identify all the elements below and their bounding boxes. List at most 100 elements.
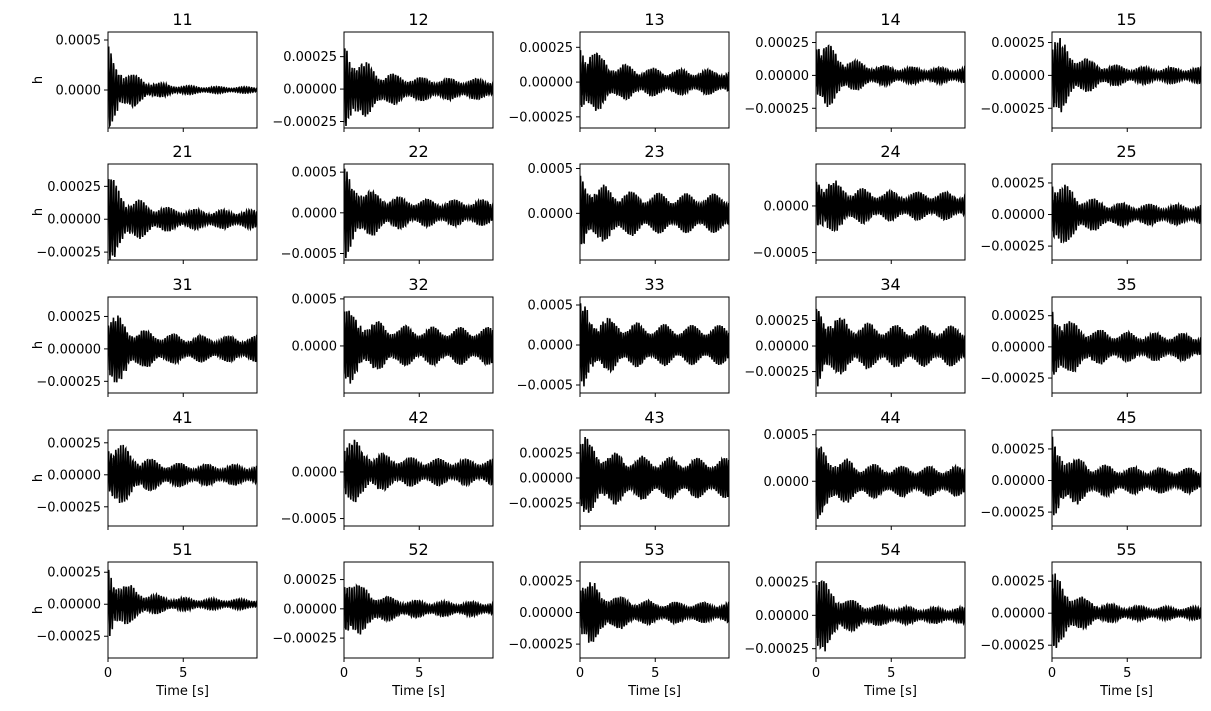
axes-frame: [1051, 561, 1202, 659]
y-tick-label: 0.00000: [519, 76, 573, 91]
subplot-title: 43: [644, 408, 664, 427]
subplot-title: 23: [644, 142, 664, 161]
axes-frame: [107, 561, 258, 659]
y-tick-label: 0.00025: [991, 442, 1045, 457]
axes-frame: [579, 163, 730, 261]
y-tick-label: 0.0005: [528, 299, 574, 314]
subplot-43: 0.00025 0.00000 −0.00025 43: [508, 408, 730, 530]
y-tick-label: 0.00025: [47, 436, 101, 451]
subplot-51: 0.00025 0.00000 −0.00025 0 5 51 h Time [s]: [31, 540, 258, 699]
subplot-title: 24: [880, 142, 900, 161]
axes-frame: [579, 561, 730, 659]
y-tick-label: 0.00000: [991, 69, 1045, 84]
y-axis-label: h: [31, 341, 46, 349]
y-tick-label: 0.00000: [47, 598, 101, 613]
axes-frame: [815, 31, 966, 129]
subplot-22: 0.0005 0.0000 −0.0005 22: [281, 142, 494, 264]
y-tick-label: 0.0005: [56, 34, 102, 49]
subplot-title: 41: [172, 408, 192, 427]
axes-frame: [107, 163, 258, 261]
y-tick-label: −0.00025: [36, 630, 101, 645]
y-tick-label: −0.0005: [281, 247, 337, 262]
y-tick-label: −0.0005: [753, 246, 809, 261]
x-tick-label: 5: [651, 666, 659, 681]
y-tick-label: 0.0000: [528, 207, 574, 222]
x-tick-label: 0: [576, 666, 584, 681]
y-tick-label: 0.0005: [764, 428, 810, 443]
subplot-title: 53: [644, 540, 664, 559]
y-tick-label: 0.00000: [519, 606, 573, 621]
subplot-title: 21: [172, 142, 192, 161]
y-tick-label: −0.00025: [272, 632, 337, 647]
x-tick-label: 0: [104, 666, 112, 681]
subplot-title: 13: [644, 10, 664, 29]
x-tick-label: 0: [1048, 666, 1056, 681]
subplot-12: 0.00025 0.00000 −0.00025 12: [272, 10, 494, 132]
subplot-title: 34: [880, 275, 900, 294]
axes-frame: [107, 296, 258, 394]
subplot-panels: 0.00050.000011h0.000250.00000−0.00025120…: [31, 10, 1202, 699]
y-tick-label: 0.00000: [991, 607, 1045, 622]
x-tick-label: 5: [179, 666, 187, 681]
y-tick-label: −0.00025: [36, 246, 101, 261]
y-tick-label: 0.0000: [292, 339, 338, 354]
subplot-24: 0.0000 −0.0005 24: [753, 142, 966, 264]
series-line: [344, 48, 493, 126]
y-tick-label: 0.0005: [292, 166, 338, 181]
subplot-title: 32: [408, 275, 428, 294]
series-line: [1052, 311, 1201, 375]
x-axis-label: Time [s]: [391, 684, 445, 699]
x-axis-label: Time [s]: [155, 684, 209, 699]
series-line: [580, 50, 729, 111]
y-tick-label: −0.00025: [744, 102, 809, 117]
subplot-35: 0.00025 0.00000 −0.00025 35: [980, 275, 1202, 397]
y-tick-label: 0.00000: [47, 342, 101, 357]
y-tick-label: 0.00000: [47, 213, 101, 228]
y-tick-label: 0.00025: [991, 575, 1045, 590]
y-tick-label: 0.00025: [991, 176, 1045, 191]
y-tick-label: 0.00000: [283, 602, 337, 617]
axes-frame: [1051, 429, 1202, 527]
subplot-title: 55: [1116, 540, 1136, 559]
subplot-32: 0.0005 0.0000 32: [292, 275, 494, 397]
series-line: [816, 44, 965, 108]
subplot-title: 12: [408, 10, 428, 29]
subplot-33: 0.0005 0.0000 −0.0005 33: [517, 275, 730, 397]
y-tick-label: 0.00025: [283, 50, 337, 65]
series-line: [108, 315, 257, 383]
series-line: [816, 308, 965, 387]
axes-frame: [815, 163, 966, 261]
subplot-title: 33: [644, 275, 664, 294]
subplot-52: 0.00025 0.00000 −0.00025 0 5 52 Time [s]: [272, 540, 494, 699]
subplot-title: 31: [172, 275, 192, 294]
axes-frame: [107, 429, 258, 527]
y-tick-label: 0.00025: [519, 41, 573, 56]
subplot-14: 0.00025 0.00000 −0.00025 14: [744, 10, 966, 132]
x-axis-label: Time [s]: [627, 684, 681, 699]
y-tick-label: −0.00025: [508, 110, 573, 125]
subplot-title: 22: [408, 142, 428, 161]
series-line: [580, 437, 729, 513]
y-tick-label: 0.00025: [991, 309, 1045, 324]
y-tick-label: −0.0005: [517, 379, 573, 394]
axes-frame: [343, 31, 494, 129]
subplot-15: 0.00025 0.00000 −0.00025 15: [980, 10, 1202, 132]
subplot-title: 44: [880, 408, 900, 427]
series-line: [1052, 37, 1201, 113]
subplot-42: 0.0000 −0.0005 42: [281, 408, 494, 530]
y-tick-label: −0.00025: [508, 497, 573, 512]
y-tick-label: −0.00025: [508, 638, 573, 653]
x-axis-label: Time [s]: [1099, 684, 1153, 699]
subplot-title: 51: [172, 540, 192, 559]
series-line: [108, 569, 257, 636]
series-line: [344, 439, 493, 503]
x-tick-label: 0: [812, 666, 820, 681]
axes-frame: [343, 163, 494, 261]
x-tick-label: 5: [415, 666, 423, 681]
axes-frame: [1051, 31, 1202, 129]
axes-frame: [343, 429, 494, 527]
